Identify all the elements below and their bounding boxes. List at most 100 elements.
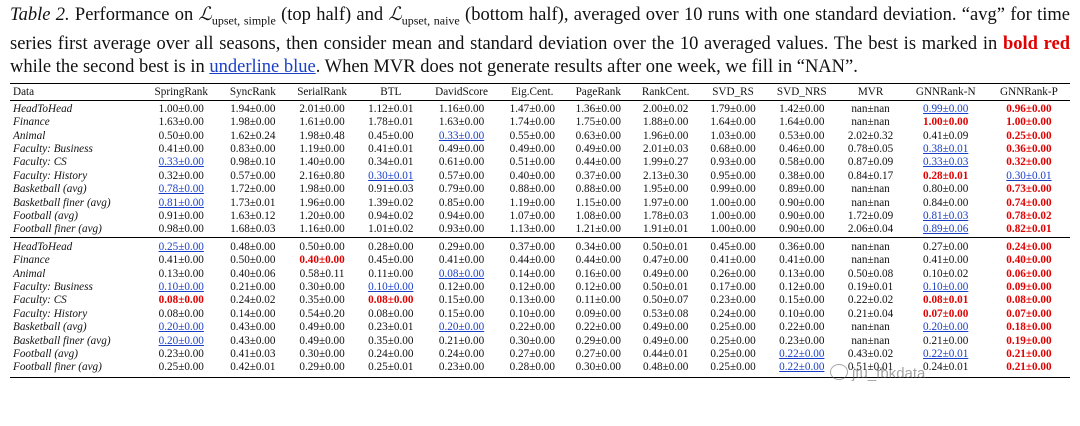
table-cell: 0.48±0.00 (219, 236, 287, 255)
table-cell: 0.08±0.01 (923, 294, 969, 307)
table-cell: 0.79±0.00 (438, 183, 485, 196)
table-cell: 0.29±0.00 (286, 361, 358, 378)
table-cell: 0.08±0.00 (438, 267, 485, 280)
table-cell: 0.42±0.01 (219, 361, 287, 378)
table-cell: 0.23±0.00 (779, 334, 825, 347)
table-cell: 0.25±0.00 (710, 334, 756, 347)
table-cell: nan±nan (851, 116, 890, 129)
table-cell: 0.20±0.00 (158, 334, 204, 347)
table-row: Faculty: Business 0.10±0.00 0.21±0.00 0.30±… (10, 281, 1070, 294)
table-row: Basketball finer (avg) 0.81±0.00 1.73±0.01… (10, 197, 1070, 210)
table-cell: 0.47±0.00 (643, 254, 689, 267)
table-cell: nan±nan (837, 236, 904, 255)
row-label: Basketball (avg) (13, 183, 87, 196)
table-cell: 0.33±0.03 (923, 156, 969, 169)
table-cell: 0.41±0.09 (923, 129, 969, 142)
table-cell: 0.73±0.00 (1006, 183, 1052, 196)
table-cell: 1.19±0.00 (299, 142, 345, 155)
table-cell: 0.25±0.01 (357, 361, 424, 378)
table-cell: 0.40±0.00 (1006, 254, 1052, 267)
table-cell: 0.33±0.00 (158, 156, 204, 169)
table-cell: 0.91±0.03 (368, 183, 414, 196)
table-cell: nan±nan (851, 321, 890, 334)
table-bottom-half: HeadToHead 0.25±0.00 0.48±0.00 0.50±0.00 0.2… (10, 236, 1070, 378)
table-cell: 0.22±0.00 (509, 321, 555, 334)
table-cell: 0.49±0.00 (299, 321, 345, 334)
table-cell: 0.91±0.00 (158, 209, 204, 222)
table-cell: 1.78±0.03 (643, 209, 689, 222)
column-header: PageRank (565, 82, 632, 101)
table-cell: 1.78±0.01 (368, 116, 414, 129)
table-cell: 0.45±0.00 (368, 254, 414, 267)
table-cell: 0.33±0.00 (438, 129, 485, 142)
table-cell: 1.16±0.00 (299, 223, 345, 236)
table-cell: 1.00±0.00 (710, 209, 756, 222)
column-header: GNNRank-N (903, 82, 988, 101)
table-cell: 0.15±0.00 (438, 307, 485, 320)
table-cell: 0.53±0.00 (779, 129, 825, 142)
table-cell: 1.62±0.24 (230, 129, 276, 142)
row-label: Football finer (avg) (10, 361, 144, 378)
table-cell: 0.53±0.08 (643, 307, 689, 320)
table-cell: 0.68±0.00 (710, 142, 756, 155)
table-cell: 0.25±0.00 (143, 361, 220, 378)
row-label: Faculty: History (13, 307, 88, 320)
table-cell: 0.14±0.00 (230, 307, 276, 320)
table-cell: 0.08±0.00 (158, 294, 204, 307)
column-header: DavidScore (423, 82, 500, 101)
table-cell: 0.55±0.00 (509, 129, 555, 142)
table-cell: 1.19±0.00 (509, 196, 555, 209)
table-cell: 0.50±0.08 (847, 267, 894, 280)
table-cell: 1.16±0.00 (438, 102, 485, 115)
table-cell: 0.87±0.09 (847, 156, 894, 169)
table-cell: 0.93±0.00 (710, 156, 756, 169)
row-label: Football (avg) (13, 209, 78, 222)
table-cell: 0.28±0.01 (923, 169, 969, 182)
table-cell: 0.35±0.00 (299, 294, 345, 307)
table-cell: 0.15±0.00 (438, 294, 485, 307)
table-cell: 0.24±0.01 (903, 361, 988, 378)
table-cell: 0.21±0.00 (230, 280, 276, 293)
table-cell: 2.01±0.00 (299, 102, 345, 115)
table-cell: 0.24±0.00 (368, 348, 414, 360)
table-cell: 0.57±0.00 (438, 169, 485, 182)
table-cell: 1.63±0.00 (438, 116, 485, 129)
table-cell: 0.51±0.00 (509, 156, 555, 169)
table-cell: 0.50±0.01 (631, 236, 701, 255)
table-cell: 1.03±0.00 (710, 129, 756, 142)
table-cell: 0.83±0.00 (230, 142, 276, 155)
table-cell: 0.25±0.00 (710, 348, 756, 360)
table-cell: 0.49±0.00 (643, 334, 689, 347)
table-cell: 0.22±0.00 (779, 321, 825, 334)
table-cell: 0.49±0.00 (509, 142, 555, 155)
row-label: Football (avg) (13, 348, 78, 360)
caption-label: Table 2. (10, 5, 70, 25)
table-cell: 0.13±0.00 (509, 294, 555, 307)
table-cell: 0.89±0.00 (779, 183, 825, 196)
table-cell: 0.10±0.00 (923, 280, 969, 293)
table-cell: 1.63±0.12 (230, 209, 276, 222)
table-cell: 0.45±0.00 (368, 129, 414, 142)
table-cell: 2.16±0.80 (299, 169, 345, 182)
table-cell: 1.00±0.00 (710, 196, 756, 209)
table-cell: 0.44±0.01 (643, 348, 689, 360)
table-cell: 0.50±0.01 (643, 280, 689, 293)
table-cell: 0.41±0.01 (368, 142, 414, 155)
table-cell: 0.90±0.00 (779, 209, 825, 222)
table-cell: 0.32±0.00 (158, 169, 204, 182)
table-row: Basketball finer (avg) 0.20±0.00 0.43±0.00… (10, 335, 1070, 348)
table-cell: 0.41±0.00 (438, 254, 485, 267)
table-cell: 1.08±0.00 (575, 209, 621, 222)
table-cell: 0.25±0.00 (700, 361, 766, 378)
table-cell: 0.22±0.01 (923, 348, 969, 360)
table-cell: 0.40±0.00 (299, 254, 345, 267)
row-label: Faculty: CS (13, 156, 67, 169)
row-label: Faculty: CS (13, 294, 67, 307)
table-cell: 0.58±0.00 (779, 156, 825, 169)
table-row: Basketball (avg) 0.78±0.00 1.72±0.00 1.98±0… (10, 183, 1070, 196)
table-cell: 1.47±0.00 (509, 102, 555, 115)
table-cell: 0.10±0.02 (923, 267, 969, 280)
table-cell: 1.91±0.01 (643, 223, 689, 236)
table-cell: 0.19±0.01 (847, 280, 894, 293)
table-cell: 0.25±0.00 (1006, 129, 1052, 142)
